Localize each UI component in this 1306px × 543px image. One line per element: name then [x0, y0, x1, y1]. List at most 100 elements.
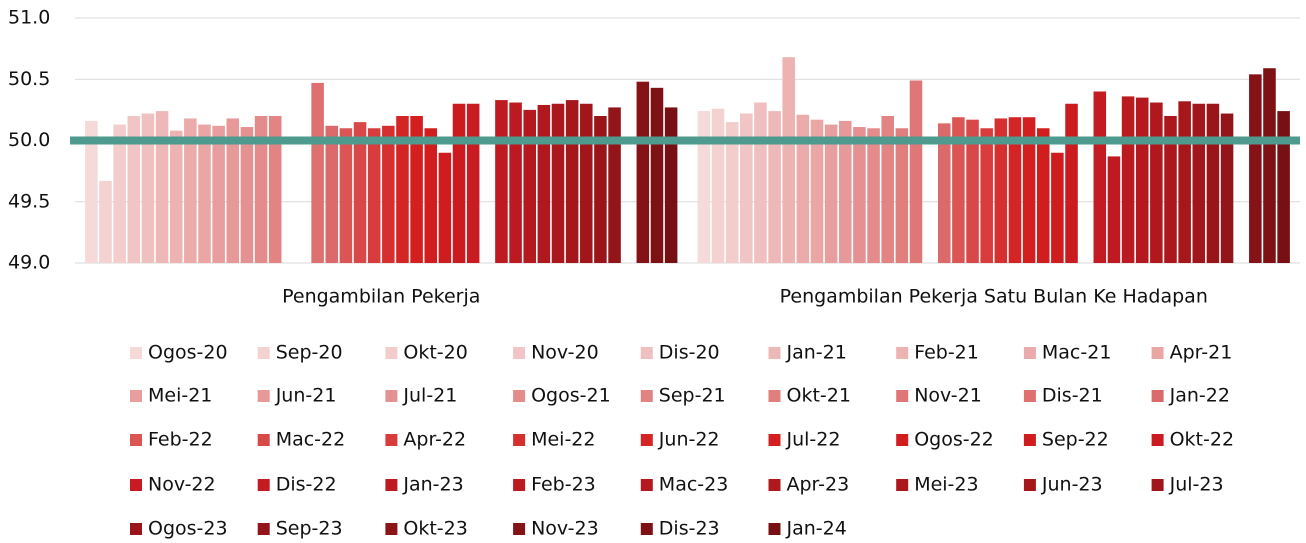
y-tick-label: 51.0: [8, 7, 50, 29]
legend-swatch: [257, 523, 270, 535]
bar: [254, 116, 268, 263]
legend-swatch: [768, 479, 781, 491]
bar: [853, 127, 866, 264]
legend-swatch: [513, 479, 526, 491]
bar: [608, 107, 621, 263]
bar: [311, 82, 324, 263]
bar: [198, 124, 211, 263]
bar: [466, 103, 480, 263]
legend-label: Mac-21: [1042, 342, 1112, 364]
legend-swatch: [385, 434, 398, 446]
bar: [909, 80, 923, 263]
bar: [85, 120, 98, 264]
bar: [1277, 111, 1290, 263]
legend-label: Jan-21: [786, 342, 847, 364]
legend-swatch: [385, 347, 398, 359]
bar: [565, 100, 579, 263]
bar: [452, 103, 466, 263]
bar: [636, 81, 650, 263]
legend-swatch: [513, 390, 526, 402]
legend-label: Mac-22: [276, 429, 346, 451]
legend-label: Jul-22: [786, 429, 841, 451]
bar: [1135, 97, 1149, 263]
y-tick-label: 49.0: [8, 252, 50, 274]
legend-label: Apr-22: [403, 429, 466, 451]
legend-label: Mei-23: [914, 474, 978, 496]
bar: [141, 113, 155, 263]
legend-swatch: [513, 347, 526, 359]
legend-label: Dis-23: [659, 518, 720, 540]
bar: [796, 114, 810, 264]
legend-swatch: [257, 347, 270, 359]
legend-label: Jul-23: [1169, 474, 1224, 496]
legend-swatch: [896, 479, 909, 491]
bar: [509, 102, 522, 264]
legend-swatch: [1023, 479, 1036, 491]
legend-swatch: [896, 347, 909, 359]
y-tick-label: 50.0: [8, 129, 50, 151]
legend-label: Dis-22: [276, 474, 337, 496]
bar: [867, 128, 880, 263]
legend-swatch: [385, 390, 398, 402]
legend-label: Jan-23: [402, 474, 463, 496]
bar: [382, 125, 395, 263]
legend-swatch: [257, 434, 270, 446]
legend-label: Dis-21: [1042, 385, 1103, 407]
bar: [113, 124, 126, 263]
legend-swatch: [640, 390, 653, 402]
legend-label: Jun-23: [1041, 474, 1103, 496]
bar: [711, 108, 725, 264]
bar: [410, 116, 423, 263]
bar: [353, 122, 367, 263]
bar: [1093, 91, 1107, 263]
bar: [155, 111, 169, 263]
legend-label: Sep-21: [659, 385, 726, 407]
bar: [1107, 156, 1121, 263]
bar: [424, 128, 438, 263]
legend-label: Ogos-23: [148, 518, 228, 540]
legend-label: Jan-24: [786, 518, 847, 540]
bar: [1036, 128, 1050, 263]
legend-swatch: [513, 523, 526, 535]
legend-swatch: [896, 390, 909, 402]
legend-label: Nov-23: [531, 518, 599, 540]
bar: [1220, 113, 1234, 263]
legend-label: Feb-21: [914, 342, 979, 364]
legend-label: Okt-23: [403, 518, 467, 540]
legend-swatch: [385, 479, 398, 491]
bar: [367, 128, 381, 263]
bar: [1022, 117, 1036, 263]
legend-label: Okt-22: [1170, 429, 1234, 451]
bar: [127, 116, 141, 263]
bar: [966, 119, 979, 263]
legend-swatch: [130, 523, 142, 535]
legend-swatch: [130, 434, 142, 446]
bar: [1008, 117, 1022, 263]
legend-swatch: [640, 434, 653, 446]
legend-label: Okt-21: [787, 385, 851, 407]
bar: [523, 109, 536, 263]
bar: [495, 100, 508, 263]
legend-label: Mac-23: [659, 474, 729, 496]
bar: [664, 107, 678, 263]
legend-swatch: [1151, 390, 1164, 402]
bar: [824, 124, 838, 263]
legend-swatch: [1023, 390, 1036, 402]
bar: [754, 102, 767, 264]
legend-label: Sep-22: [1042, 429, 1109, 451]
y-tick-label: 49.5: [8, 190, 50, 212]
bar: [895, 128, 909, 263]
legend-swatch: [768, 434, 781, 446]
x-category-label: Pengambilan Pekerja Satu Bulan Ke Hadapa…: [780, 286, 1208, 308]
legend-swatch: [385, 523, 398, 535]
legend-swatch: [1151, 347, 1164, 359]
bar: [1206, 103, 1220, 263]
legend-label: Nov-22: [148, 474, 216, 496]
bar: [1164, 116, 1177, 263]
x-category-label: Pengambilan Pekerja: [282, 286, 480, 308]
legend-label: Sep-20: [276, 342, 343, 364]
legend-label: Jun-21: [275, 385, 337, 407]
bar: [839, 120, 852, 264]
bar: [1121, 96, 1135, 264]
